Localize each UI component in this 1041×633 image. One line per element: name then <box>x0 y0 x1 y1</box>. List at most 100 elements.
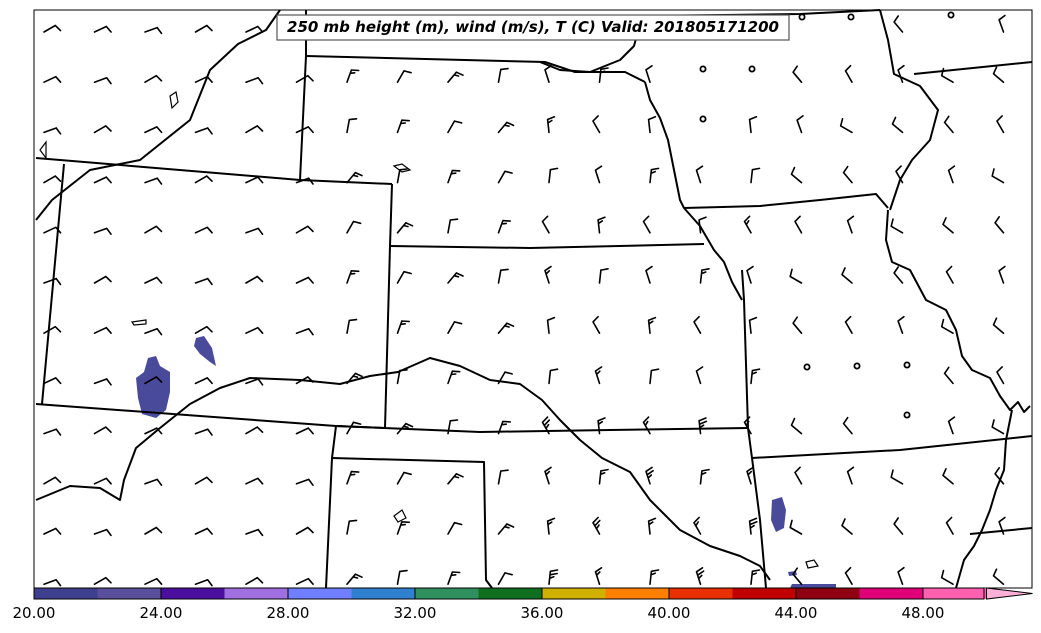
wind-barb <box>945 265 954 284</box>
wind-barb <box>295 126 314 134</box>
wind-barb <box>194 428 213 436</box>
wind-barb <box>846 215 855 234</box>
wind-barb <box>548 569 559 585</box>
wind-barb <box>43 24 62 33</box>
colorbar-tick-label: 44.00 <box>775 604 818 622</box>
wind-barb <box>794 215 803 234</box>
wind-barb <box>295 376 314 385</box>
mn-wi-border <box>879 9 939 211</box>
wind-barb <box>245 477 264 485</box>
wind-barb <box>592 315 601 334</box>
wind-barb <box>649 569 660 585</box>
wind-barb <box>792 567 803 585</box>
wind-barb <box>346 573 363 585</box>
wind-barb <box>940 67 954 83</box>
wind-barb <box>396 222 414 234</box>
calm-circle <box>903 361 911 369</box>
map-frame <box>33 9 1033 589</box>
wind-barb <box>447 71 464 83</box>
wind-barb <box>144 427 163 435</box>
wind-barb <box>245 25 264 33</box>
wind-barb <box>295 328 314 336</box>
wind-barb <box>750 569 761 585</box>
wind-barb <box>998 265 1006 284</box>
calm-circle <box>798 13 806 21</box>
ok-ks-border <box>335 425 749 433</box>
wind-barb <box>295 478 314 486</box>
map-content <box>35 9 1033 589</box>
wind-barb <box>93 528 112 537</box>
wind-barb <box>642 215 651 234</box>
colorbar-segment <box>605 588 670 599</box>
wind-barb <box>943 366 954 385</box>
wind-barb <box>194 377 213 385</box>
wind-barb <box>295 74 314 83</box>
wind-barb <box>245 528 264 537</box>
wind-barb <box>645 65 653 83</box>
wind-barb <box>245 176 264 184</box>
wind-barb <box>594 567 603 585</box>
wind-barb <box>592 516 601 535</box>
wind-barb <box>43 527 62 535</box>
wind-barb <box>497 219 511 234</box>
wind-barb <box>998 14 1006 33</box>
wind-barb <box>93 326 112 334</box>
wind-barb <box>346 270 360 284</box>
colorbar-ticks: 20.00 24.00 28.00 32.00 36.00 40.00 44.00 48.00 <box>13 588 945 622</box>
wind-barb <box>144 74 163 83</box>
wind-barb <box>396 471 412 485</box>
colorbar-segment <box>542 588 606 599</box>
wind-barb <box>750 167 761 184</box>
wind-barb <box>245 77 264 85</box>
il-wi-border <box>913 61 1033 75</box>
arkansas-river <box>35 357 771 581</box>
colorbar: 20.00 24.00 28.00 32.00 36.00 40.00 44.00 48.00 <box>13 587 1033 622</box>
wind-barb <box>295 177 314 185</box>
wind-barb <box>841 267 853 284</box>
wind-barb <box>144 526 163 535</box>
calm-circle <box>748 65 756 73</box>
temp-patch-small <box>194 336 216 366</box>
wind-barb <box>144 328 163 336</box>
wind-barb <box>844 64 853 83</box>
wind-barb <box>497 322 515 334</box>
wind-barb <box>789 268 803 284</box>
wind-barb <box>846 466 855 485</box>
wind-barb <box>396 569 408 585</box>
wind-barb <box>245 326 264 334</box>
colorbar-segments <box>34 587 1033 600</box>
wind-barb <box>597 216 606 234</box>
wind-barb <box>43 325 62 334</box>
wind-barb <box>991 419 1005 435</box>
wind-barb <box>647 316 657 334</box>
wind-barb <box>396 369 408 385</box>
colorbar-tick-label: 48.00 <box>902 604 945 622</box>
wind-barb <box>346 220 362 234</box>
colorbar-segment <box>859 588 924 599</box>
colorbar-segment <box>732 588 797 599</box>
state-boundaries <box>35 9 1033 589</box>
wind-barb <box>996 115 1005 134</box>
wind-barb <box>544 65 552 83</box>
calm-circle <box>947 11 955 19</box>
wind-barb <box>789 519 803 535</box>
colorbar-segment <box>288 588 352 599</box>
map-title: 250 mb height (m), wind (m/s), T (C) Val… <box>287 18 779 36</box>
wind-barb <box>396 270 412 284</box>
wind-barb <box>93 275 112 284</box>
wind-barb <box>598 468 609 485</box>
colorbar-tick-label: 24.00 <box>140 604 183 622</box>
colorbar-segment <box>669 588 733 599</box>
wind-barb <box>144 577 163 585</box>
calm-circle <box>699 115 707 123</box>
wind-barb <box>942 468 954 485</box>
lake-3 <box>130 319 147 326</box>
wind-barb <box>295 225 314 234</box>
colorbar-segment <box>796 588 860 599</box>
wind-barb <box>942 217 954 234</box>
wind-barb <box>447 571 461 585</box>
wind-barb <box>940 318 954 334</box>
wind-barb <box>497 572 513 585</box>
calm-circle <box>853 362 861 370</box>
wind-barb <box>396 70 412 83</box>
